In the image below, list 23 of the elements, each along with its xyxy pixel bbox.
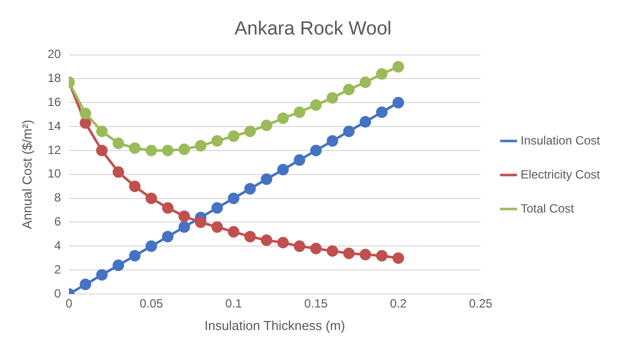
x-tick-label: 0.05 bbox=[140, 296, 164, 311]
y-tick-label: 16 bbox=[48, 94, 62, 109]
x-tick-label: 0 bbox=[66, 296, 73, 311]
y-tick-label: 20 bbox=[48, 47, 62, 62]
legend-label: Electricity Cost bbox=[520, 167, 601, 182]
y-tick-label: 2 bbox=[54, 262, 62, 276]
y-tick-label: 8 bbox=[54, 190, 62, 205]
x-tick-label: 0.25 bbox=[468, 296, 493, 311]
y-axis-title: Annual Cost ($/m²) bbox=[19, 120, 34, 229]
x-tick-label: 0.15 bbox=[304, 296, 328, 311]
y-tick-label: 14 bbox=[48, 118, 62, 133]
y-tick-label: 18 bbox=[48, 71, 62, 86]
x-axis-title: Insulation Thickness (m) bbox=[204, 318, 346, 333]
y-tick-label: 12 bbox=[48, 142, 62, 157]
y-tick-label: 0 bbox=[54, 286, 62, 300]
y-tick-label: 10 bbox=[48, 166, 62, 181]
legend-label: Total Cost bbox=[520, 201, 575, 216]
chart-title: Ankara Rock Wool bbox=[234, 18, 392, 40]
x-tick-label: 0.1 bbox=[225, 296, 242, 311]
x-tick-label: 0.2 bbox=[390, 296, 407, 311]
y-tick-label: 4 bbox=[54, 238, 62, 252]
y-tick-label: 6 bbox=[54, 214, 62, 229]
legend-label: Insulation Cost bbox=[520, 133, 601, 148]
